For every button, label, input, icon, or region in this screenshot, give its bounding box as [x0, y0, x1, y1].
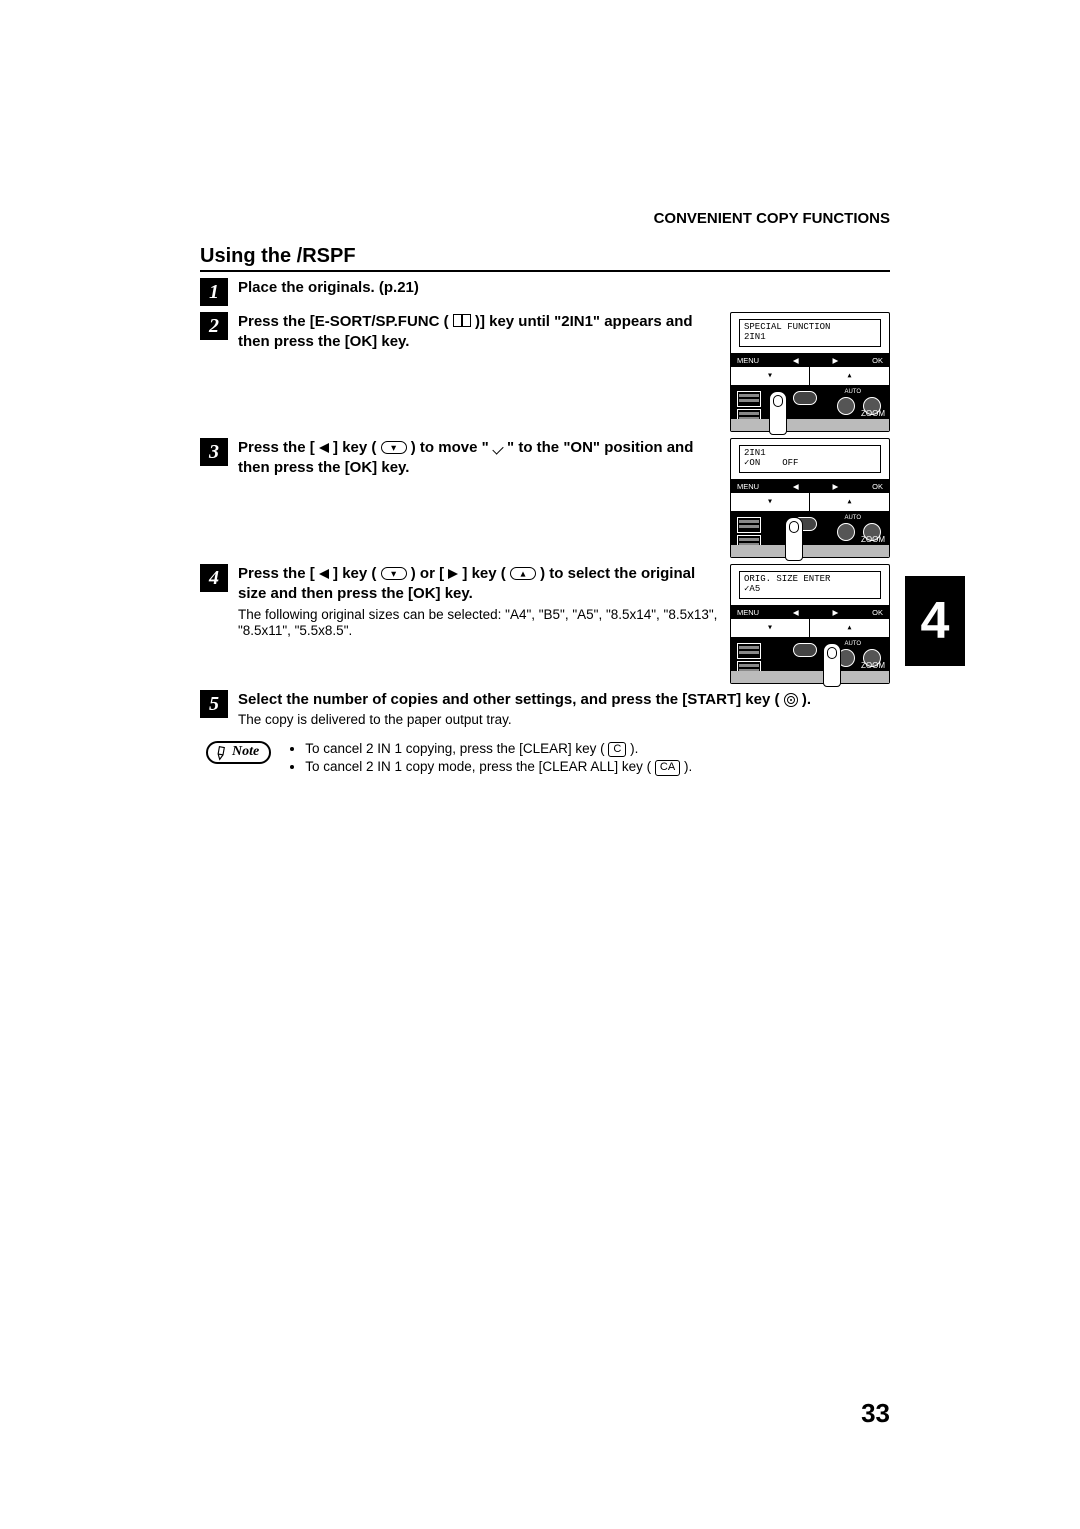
page-number: 33	[861, 1398, 890, 1429]
section-title: Using the /RSPF	[200, 245, 890, 268]
step-3: 3 Press the [ ] key ( ▾ ) to move " " to…	[200, 438, 890, 558]
note-label: Note	[232, 744, 259, 760]
oval-key-icon: ▾	[381, 567, 407, 580]
clear-key-icon: C	[608, 742, 626, 757]
lcd-off: OFF	[782, 458, 798, 468]
stack-icon	[737, 643, 761, 659]
auto-label: AUTO	[844, 389, 861, 395]
left-arrow-icon	[319, 569, 329, 579]
menu-label: MENU	[737, 482, 759, 491]
finger-icon	[769, 391, 787, 435]
note-item: To cancel 2 IN 1 copy mode, press the [C…	[305, 759, 692, 775]
lcd-on: ✓ON	[744, 458, 760, 468]
step-2: 2 Press the [E-SORT/SP.FUNC ( )] key unt…	[200, 312, 890, 432]
txt: ] key (	[462, 565, 505, 582]
label-strip: MENU ◀▶ OK	[731, 479, 889, 493]
panel-base	[731, 545, 889, 557]
label-strip: MENU ◀▶ OK	[731, 605, 889, 619]
control-panel-diagram: SPECIAL FUNCTION 2IN1 MENU ◀▶ OK ▾▴ AUTO	[730, 312, 890, 432]
txt: Select the number of copies and other se…	[238, 691, 780, 708]
zoom-label: ZOOM	[861, 661, 885, 670]
left-arrow-icon	[319, 443, 329, 453]
menu-label: MENU	[737, 608, 759, 617]
txt: ) or [	[411, 565, 444, 582]
panel-base	[731, 671, 889, 683]
lcd: SPECIAL FUNCTION 2IN1	[739, 319, 881, 347]
zoom-label: ZOOM	[861, 535, 885, 544]
step-number: 4	[200, 564, 228, 592]
step-5-text: Select the number of copies and other se…	[238, 690, 890, 710]
spfunc-icon	[453, 314, 471, 328]
step-number: 2	[200, 312, 228, 340]
panel-button	[837, 397, 855, 415]
step-4-text: Press the [ ] key ( ▾ ) or [ ] key ( ▴ )…	[238, 564, 718, 605]
ok-label: OK	[872, 482, 883, 491]
txt: To cancel 2 IN 1 copy mode, press the [C…	[305, 759, 651, 774]
step-5: 5 Select the number of copies and other …	[200, 690, 890, 729]
lcd: 2IN1 ✓ON OFF	[739, 445, 881, 473]
check-icon	[493, 443, 503, 453]
txt: Press the [	[238, 565, 315, 582]
menu-label: MENU	[737, 356, 759, 365]
lcd-line2: 2IN1	[744, 332, 876, 342]
page-header: CONVENIENT COPY FUNCTIONS	[200, 210, 890, 227]
finger-icon	[785, 517, 803, 561]
txt: ).	[630, 741, 638, 756]
zoom-label: ZOOM	[861, 409, 885, 418]
txt: ] key (	[333, 565, 376, 582]
txt: ).	[802, 691, 811, 708]
note-item: To cancel 2 IN 1 copying, press the [CLE…	[305, 741, 692, 757]
panel-button	[837, 523, 855, 541]
control-panel-diagram: 2IN1 ✓ON OFF MENU ◀▶ OK ▾▴	[730, 438, 890, 558]
note-block: Note To cancel 2 IN 1 copying, press the…	[206, 741, 890, 777]
panel-button	[793, 391, 817, 405]
step-1: 1 Place the originals. (p.21)	[200, 278, 890, 306]
txt: ) to move "	[411, 439, 489, 456]
txt: ] key (	[333, 439, 376, 456]
oval-key-icon: ▾	[381, 441, 407, 454]
step-1-text: Place the originals. (p.21)	[238, 278, 890, 298]
pencil-icon	[211, 742, 230, 761]
step-number: 5	[200, 690, 228, 718]
lcd-line1: 2IN1	[744, 448, 876, 458]
label-strip: MENU ◀▶ OK	[731, 353, 889, 367]
note-list: To cancel 2 IN 1 copying, press the [CLE…	[287, 741, 692, 777]
ok-label: OK	[872, 356, 883, 365]
ok-label: OK	[872, 608, 883, 617]
txt: Press the [E-SORT/SP.FUNC (	[238, 313, 449, 330]
txt: ).	[684, 759, 692, 774]
step-5-note: The copy is delivered to the paper outpu…	[238, 712, 890, 729]
step-2-text: Press the [E-SORT/SP.FUNC ( )] key until…	[238, 312, 718, 353]
divider	[200, 270, 890, 272]
stack-icon	[737, 391, 761, 407]
control-panel-diagram: ORIG. SIZE ENTER ✓A5 MENU ◀▶ OK ▾▴ AUTO	[730, 564, 890, 684]
nav-row: ▾▴	[731, 619, 889, 637]
nav-row: ▾▴	[731, 367, 889, 385]
txt: Press the [	[238, 439, 315, 456]
note-pill: Note	[206, 741, 271, 764]
lcd-line1: SPECIAL FUNCTION	[744, 322, 876, 332]
auto-label: AUTO	[844, 641, 861, 647]
oval-key-icon: ▴	[510, 567, 536, 580]
finger-icon	[823, 643, 841, 687]
step-3-text: Press the [ ] key ( ▾ ) to move " " to t…	[238, 438, 718, 479]
panel-button	[793, 643, 817, 657]
right-arrow-icon	[448, 569, 458, 579]
lcd-line2: ✓A5	[744, 584, 876, 594]
auto-label: AUTO	[844, 515, 861, 521]
panel-base	[731, 419, 889, 431]
lcd-line1: ORIG. SIZE ENTER	[744, 574, 876, 584]
step-4: 4 Press the [ ] key ( ▾ ) or [ ] key ( ▴…	[200, 564, 890, 684]
nav-row: ▾▴	[731, 493, 889, 511]
step-number: 3	[200, 438, 228, 466]
lcd: ORIG. SIZE ENTER ✓A5	[739, 571, 881, 599]
clear-all-key-icon: CA	[655, 760, 680, 775]
step-4-note: The following original sizes can be sele…	[238, 607, 718, 641]
step-number: 1	[200, 278, 228, 306]
txt: To cancel 2 IN 1 copying, press the [CLE…	[305, 741, 604, 756]
stack-icon	[737, 517, 761, 533]
start-key-icon	[784, 693, 798, 707]
chapter-tab: 4	[905, 576, 965, 666]
